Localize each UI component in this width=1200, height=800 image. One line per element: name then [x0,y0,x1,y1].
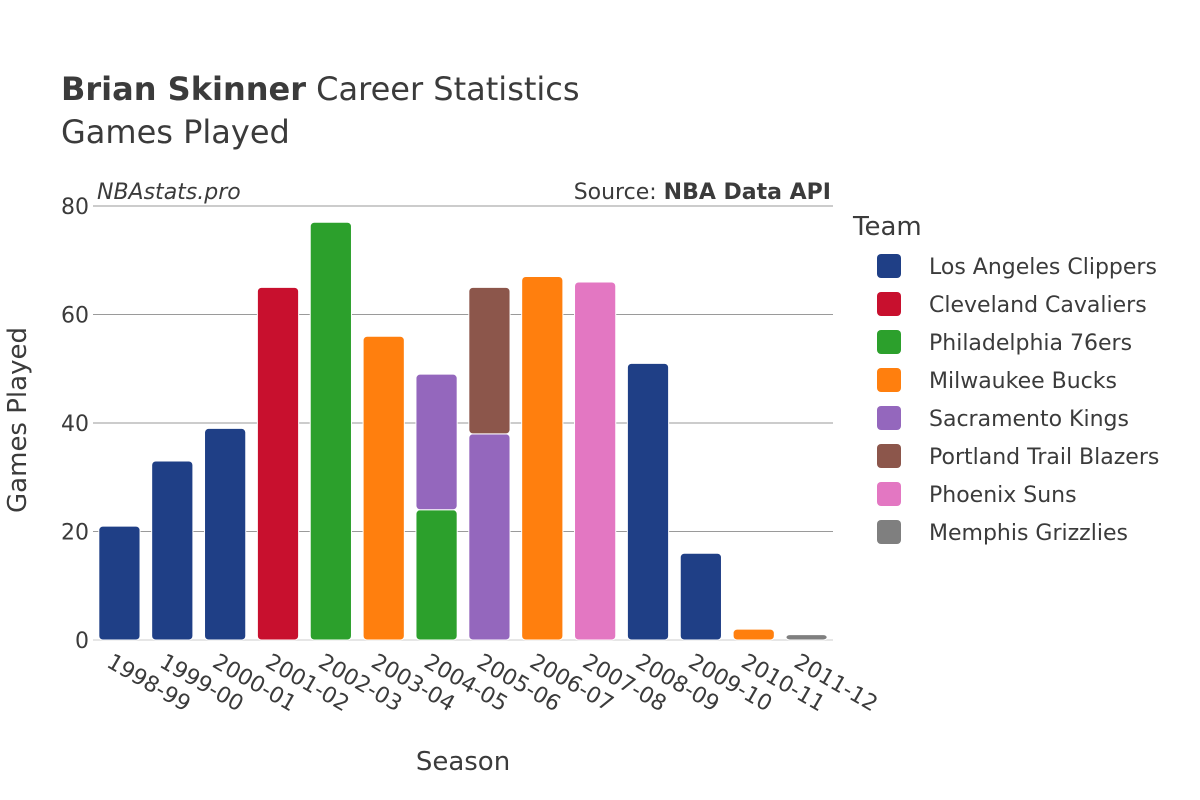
y-tick-label: 20 [61,521,89,546]
y-tick-label: 60 [61,304,89,329]
bar-1999-00-los-angeles-clippers [151,460,194,641]
bars [98,221,828,641]
y-tick-label: 40 [61,412,89,437]
legend-label: Milwaukee Bucks [929,369,1117,394]
source-name: NBA Data API [664,180,831,205]
chart-subtitle: Games Played [61,113,290,151]
bar-2010-11-milwaukee-bucks [732,628,775,641]
legend-label: Phoenix Suns [929,483,1077,508]
legend-swatch [877,406,901,430]
bar-2003-04-milwaukee-bucks [362,335,405,641]
chart-title: Brian Skinner Career Statistics [61,70,580,108]
bar-2009-10-los-angeles-clippers [679,552,722,641]
bar-2011-12-memphis-grizzlies [785,634,828,641]
bar-2001-02-cleveland-cavaliers [256,286,300,641]
legend-swatch [877,292,901,316]
legend-swatch [877,482,901,506]
bar-2000-01-los-angeles-clippers [204,427,247,641]
legend-swatch [877,254,901,278]
bar-2002-03-philadelphia-76ers [309,221,352,641]
source-prefix: Source: [574,180,664,205]
legend-label: Memphis Grizzlies [929,521,1128,546]
legend-label: Los Angeles Clippers [929,255,1157,280]
legend-swatch [877,368,901,392]
source-credit: Source: NBA Data API [574,180,831,205]
legend-label: Cleveland Cavaliers [929,293,1147,318]
legend-swatch [877,520,901,544]
legend-label: Sacramento Kings [929,407,1129,432]
bar-2005-06-sacramento-kings [468,433,511,641]
y-tick-label: 0 [75,629,89,654]
legend-label: Philadelphia 76ers [929,331,1132,356]
bar-1998-99-los-angeles-clippers [98,525,141,641]
gridlines [93,205,833,641]
legend-label: Portland Trail Blazers [929,445,1159,470]
chart-title-bold: Brian Skinner [61,70,306,108]
bar-2006-07-milwaukee-bucks [521,276,564,641]
y-tick-label: 80 [61,195,89,220]
bar-2007-08-phoenix-suns [574,281,617,641]
x-axis-title: Season [416,747,510,777]
legend: Los Angeles Clippers Cleveland Cavaliers P… [877,254,1159,546]
legend-swatch [877,444,901,468]
y-tick-labels: 0 20 40 60 80 [61,195,89,654]
watermark: NBAstats.pro [97,180,241,205]
x-tick-labels: 1998-991999-002000-012001-022002-032003-… [102,650,881,718]
legend-swatch [877,330,901,354]
bar-2004-05-sacramento-kings [415,373,458,511]
legend-title: Team [852,212,922,242]
bar-2008-09-los-angeles-clippers [626,362,670,641]
bar-2005-06-portland-trail-blazers [468,286,511,435]
chart-title-rest: Career Statistics [306,70,580,108]
bar-2004-05-philadelphia-76ers [415,509,458,641]
y-axis-title: Games Played [3,327,33,513]
